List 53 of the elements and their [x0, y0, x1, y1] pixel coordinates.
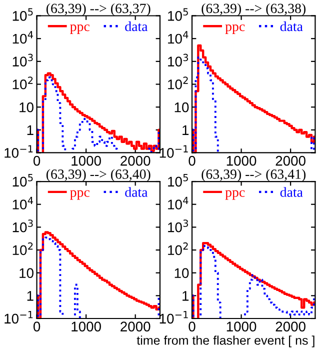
x-axis-title: time from the flasher event [ ns ]	[136, 336, 314, 348]
legend-label: ppc	[70, 190, 90, 200]
y-tick-label: 10$^{4}$	[168, 196, 188, 210]
x-tick-label: 0	[188, 322, 196, 332]
y-tick-label: 10$^{−1}$	[4, 145, 33, 158]
y-tick-label: 10	[174, 102, 189, 112]
x-tick-label: 0	[188, 156, 196, 166]
x-tick-label: 1000	[226, 322, 256, 332]
y-tick-label: 10$^{2}$	[12, 76, 33, 90]
y-tick-label: 10	[20, 102, 34, 112]
text: ppc	[225, 190, 245, 200]
y-tick-label: 10$^{2}$	[12, 242, 33, 256]
y-tick-label: 10$^{3}$	[168, 220, 188, 232]
x-tick-label: 1000	[72, 156, 101, 166]
y-tick-label: 10$^{4}$	[12, 196, 34, 210]
x-tick-label: 1000	[226, 156, 256, 166]
y-tick-label: 10$^{5}$	[12, 8, 33, 21]
legend-label: ppc	[70, 24, 90, 34]
y-tick-label: 10	[174, 268, 189, 278]
x-tick-label: 2000	[120, 156, 150, 166]
y-tick-label: 10$^{5}$	[168, 174, 188, 187]
x-tick-label: 0	[33, 156, 40, 166]
y-tick-label: 10$^{4}$	[168, 31, 188, 44]
chart-title: (63,39) --> (63,40)	[46, 169, 150, 182]
y-tick-label: 1	[182, 125, 189, 135]
y-tick-label: 10$^{−1}$	[160, 145, 188, 158]
y-tick-label: 10$^{3}$	[12, 220, 33, 232]
y-tick-label: 1	[27, 125, 34, 135]
legend-label: data	[125, 187, 148, 197]
y-tick-label: 10$^{3}$	[168, 54, 188, 66]
y-tick-label: 10$^{5}$	[12, 174, 33, 187]
y-tick-label: 1	[27, 291, 34, 301]
y-tick-label: 10$^{4}$	[12, 31, 34, 44]
series-label: ppc	[225, 24, 245, 34]
x-tick-label: 2000	[276, 322, 306, 332]
y-tick-label: 10	[20, 268, 34, 278]
y-tick-label: 10$^{3}$	[12, 54, 33, 66]
chart-title: (63,39) --> (63,37)	[46, 3, 150, 16]
legend-label: data	[125, 21, 148, 32]
x-tick-label: 1000	[72, 322, 101, 332]
legend-label: data	[280, 187, 303, 197]
y-tick-label: 10$^{2}$	[168, 76, 188, 90]
x-tick-label: 2000	[276, 156, 306, 166]
x-tick-label: 0	[33, 322, 40, 332]
x-tick-label: 2000	[120, 322, 150, 332]
y-tick-label: 10$^{−1}$	[4, 311, 33, 324]
chart-title: (63,39) --> (63,38)	[202, 3, 306, 16]
chart-title: (63,39) --> (63,41)	[202, 169, 306, 182]
y-tick-label: 10$^{2}$	[168, 242, 188, 256]
y-tick-label: 1	[182, 291, 189, 301]
y-tick-label: 10$^{5}$	[168, 8, 188, 21]
legend-label: data	[280, 21, 303, 32]
y-tick-label: 10$^{−1}$	[160, 311, 188, 324]
